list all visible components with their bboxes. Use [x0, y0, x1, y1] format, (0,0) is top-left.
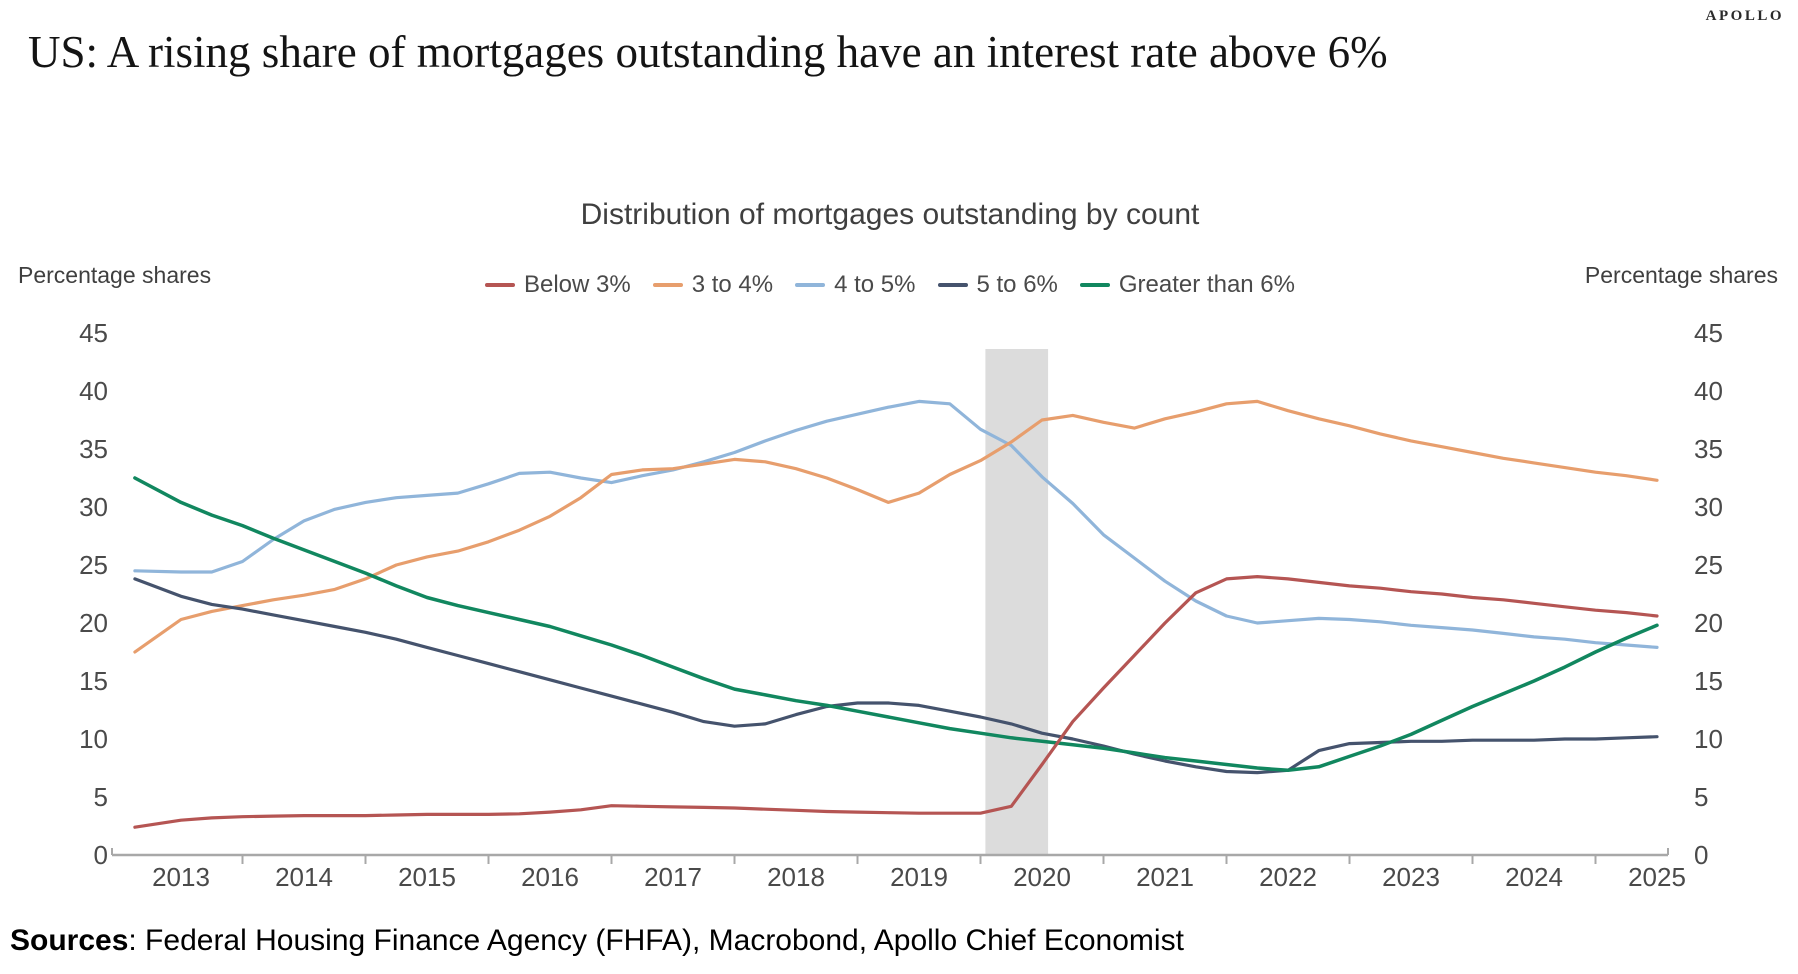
- y-tick-label: 40: [79, 376, 108, 406]
- sources-label: Sources: [10, 924, 129, 957]
- y-tick-label: 25: [79, 550, 108, 580]
- legend-item-3-to-4pct: 3 to 4%: [652, 271, 774, 299]
- y-tick-label: 15: [79, 666, 108, 696]
- chart-title: Distribution of mortgages outstanding by…: [580, 198, 1200, 231]
- y-tick-label: 0: [1694, 840, 1709, 870]
- series-line-below-3pct: [133, 574, 1659, 829]
- y-tick-label: 40: [1694, 376, 1723, 406]
- legend-label: 3 to 4%: [691, 271, 774, 298]
- x-tick-label: 2023: [1382, 862, 1440, 892]
- legend-item-4-to-5pct: 4 to 5%: [795, 271, 916, 299]
- series-line-4-to-5pct: [133, 399, 1659, 650]
- y-tick-label: 30: [1694, 492, 1723, 522]
- y-tick-label: 45: [79, 318, 108, 348]
- recession-band: [985, 349, 1049, 855]
- x-tick-label: 2019: [890, 862, 948, 892]
- y-tick-label: 35: [79, 434, 108, 464]
- legend-item-below-3pct: Below 3%: [484, 271, 631, 299]
- x-tick-label: 2022: [1259, 862, 1317, 892]
- y-tick-label: 30: [79, 492, 108, 522]
- y-tick-label: 0: [93, 840, 108, 870]
- apollo-logo: APOLLO: [1705, 8, 1784, 24]
- y-tick-label: 5: [1694, 782, 1709, 812]
- x-tick-label: 2015: [398, 862, 456, 892]
- y-tick-label: 5: [93, 782, 108, 812]
- x-tick-label: 2014: [275, 862, 333, 892]
- y-tick-label: 15: [1694, 666, 1723, 696]
- series-line-5-to-6pct: [133, 577, 1659, 775]
- legend-label: Greater than 6%: [1118, 271, 1295, 298]
- y-tick-label: 25: [1694, 550, 1723, 580]
- x-tick-label: 2024: [1505, 862, 1563, 892]
- y-tick-label: 20: [79, 608, 108, 638]
- legend-swatch-icon: [484, 282, 515, 288]
- chart-legend: Below 3% 3 to 4% 4 to 5% 5 to 6% Greater tha…: [0, 271, 1780, 299]
- legend-item-5-to-6pct: 5 to 6%: [937, 271, 1058, 299]
- legend-swatch-icon: [795, 282, 826, 288]
- x-tick-label: 2017: [644, 862, 702, 892]
- legend-label: Below 3%: [523, 271, 631, 298]
- right-axis-label: Percentage shares: [1584, 262, 1778, 288]
- sources-text: : Federal Housing Finance Agency (FHFA),…: [128, 924, 1184, 957]
- legend-swatch-icon: [1079, 282, 1110, 288]
- legend-label: 5 to 6%: [976, 271, 1058, 298]
- x-tick-label: 2018: [767, 862, 825, 892]
- series-line-3-to-4pct: [133, 399, 1659, 654]
- x-tick-label: 2016: [521, 862, 579, 892]
- sources-note: Sources: Federal Housing Finance Agency …: [10, 924, 1184, 958]
- x-tick-label: 2020: [1013, 862, 1071, 892]
- y-tick-label: 10: [1694, 724, 1723, 754]
- x-tick-label: 2013: [152, 862, 210, 892]
- legend-item-greater-than-6pct: Greater than 6%: [1079, 271, 1295, 299]
- legend-swatch-icon: [937, 282, 968, 288]
- legend-swatch-icon: [652, 282, 683, 288]
- y-tick-label: 35: [1694, 434, 1723, 464]
- y-tick-label: 45: [1694, 318, 1723, 348]
- x-tick-label: 2025: [1628, 862, 1686, 892]
- page-title: US: A rising share of mortgages outstand…: [28, 27, 1388, 77]
- y-tick-label: 20: [1694, 608, 1723, 638]
- y-tick-label: 10: [79, 724, 108, 754]
- legend-label: 4 to 5%: [834, 271, 916, 298]
- x-tick-label: 2021: [1136, 862, 1194, 892]
- left-axis-label: Percentage shares: [18, 262, 212, 288]
- series-line-greater-than-6pct: [133, 476, 1659, 773]
